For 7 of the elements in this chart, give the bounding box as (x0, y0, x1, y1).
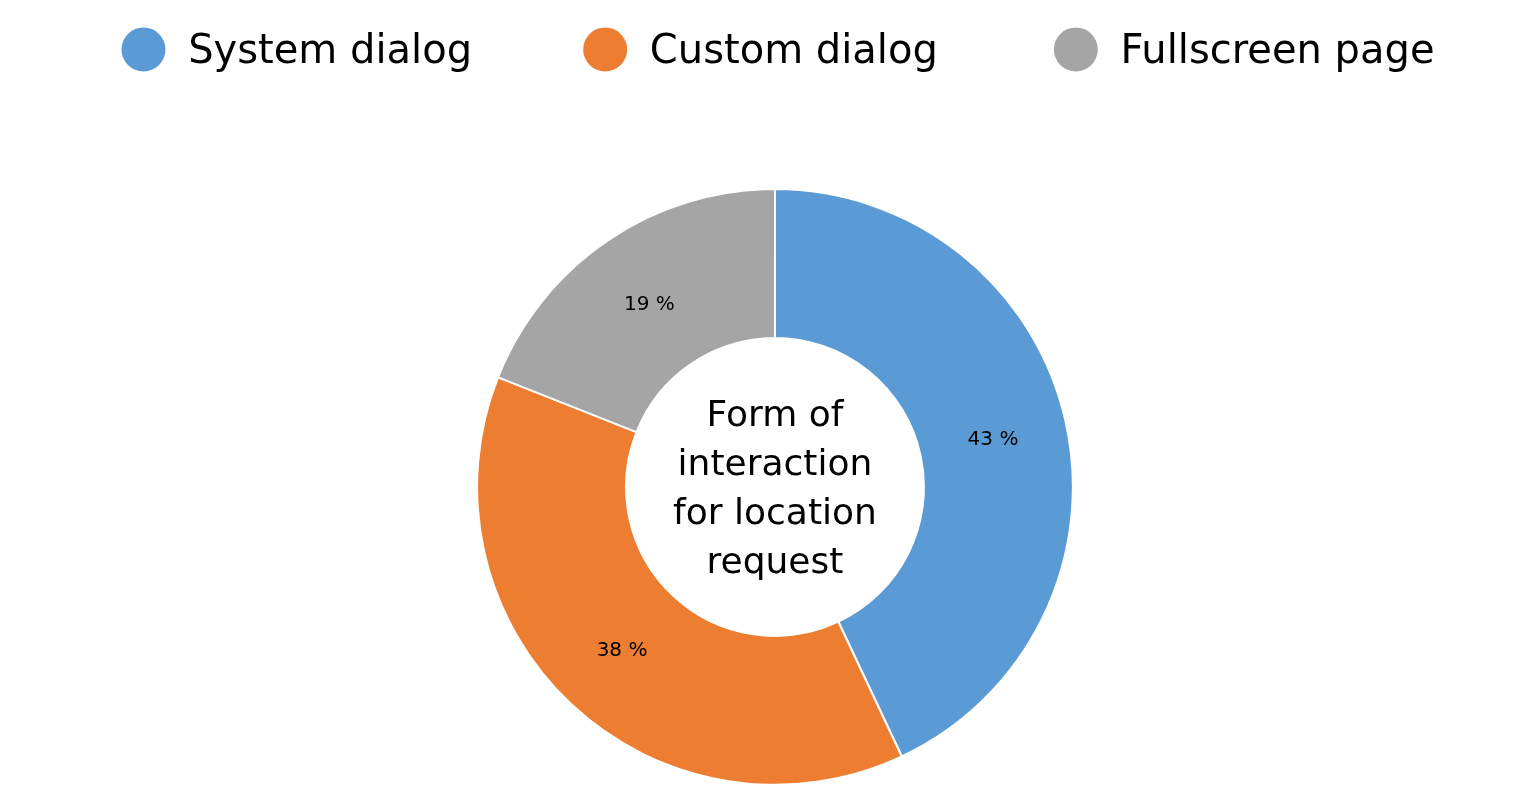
legend-label: Fullscreen page (1120, 26, 1435, 73)
text: Form of interaction for location request (673, 392, 877, 582)
data-label: 43 % (967, 426, 1019, 451)
legend-label: System dialog (188, 26, 473, 73)
legend-label: Custom dialog (649, 26, 938, 73)
data-label: 38 % (596, 637, 648, 662)
data-label: 19 % (623, 290, 675, 315)
